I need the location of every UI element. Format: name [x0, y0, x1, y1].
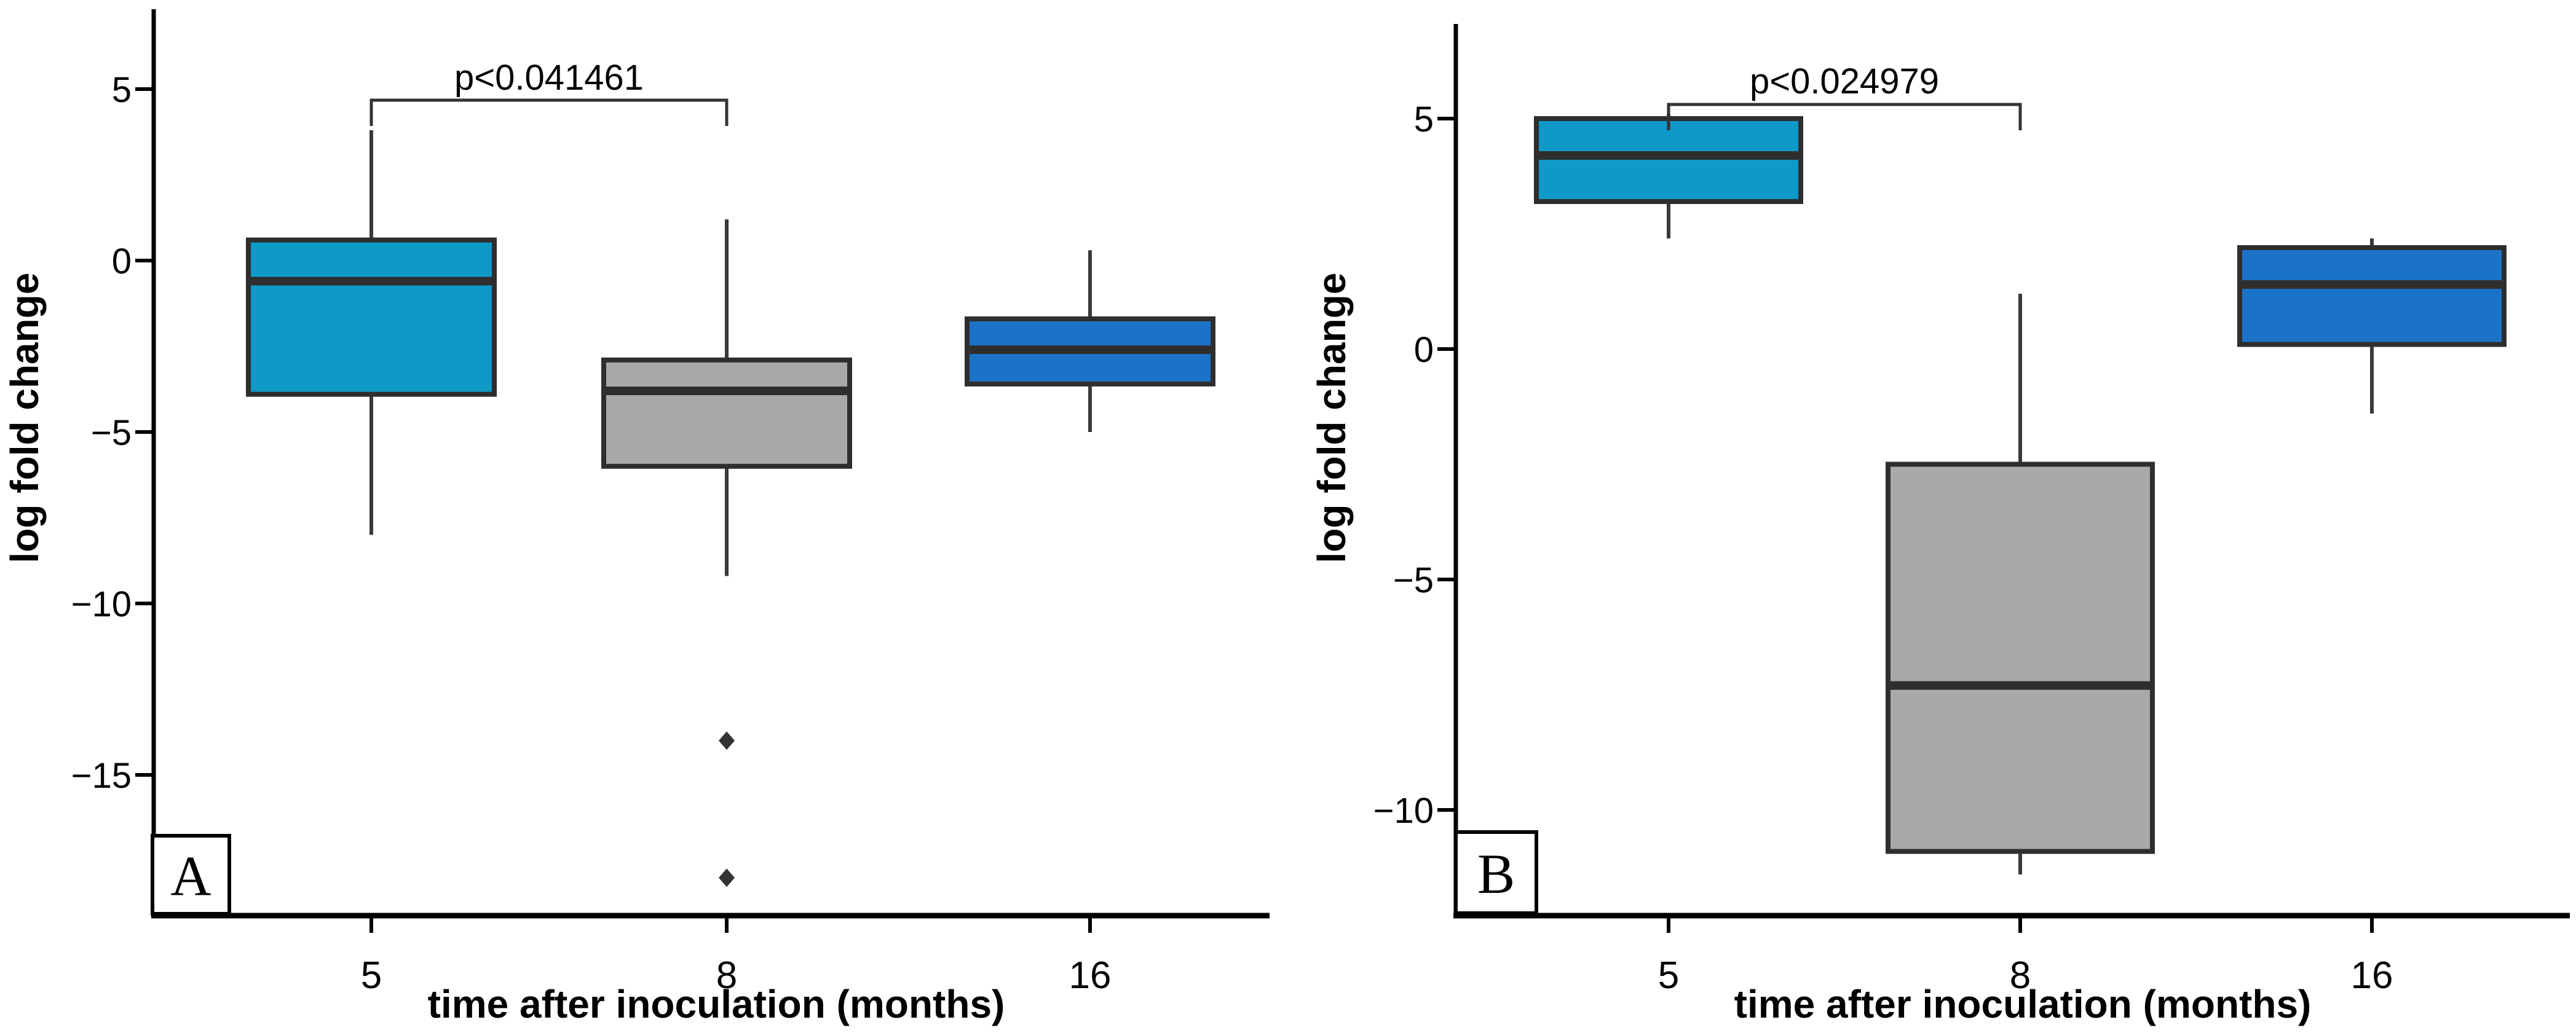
y-tick-label: −10 — [71, 584, 132, 624]
x-tick-label: 5 — [1658, 954, 1679, 997]
panel-letter: B — [1477, 843, 1515, 905]
x-tick-label: 8 — [2010, 954, 2031, 997]
iqr-box — [1534, 116, 1803, 204]
y-tick-label: 5 — [1414, 100, 1434, 139]
significance-bracket — [369, 98, 729, 126]
y-tick-label: −10 — [1373, 791, 1434, 831]
boxplot-group-5-months — [246, 130, 497, 535]
y-tick-label: −5 — [1393, 560, 1434, 600]
x-tick-label: 8 — [716, 954, 737, 997]
y-axis-title: log fold change — [1310, 273, 1354, 564]
panel-label-box — [151, 834, 231, 916]
x-tick-label: 16 — [1069, 954, 1112, 997]
y-tick-label: 5 — [112, 70, 132, 110]
y-tick-label: 0 — [112, 242, 132, 281]
x-tick-label: 5 — [361, 954, 382, 997]
x-tick-label: 16 — [2351, 954, 2393, 997]
iqr-box — [2237, 245, 2507, 347]
significance-bracket — [1667, 103, 2022, 130]
boxplot-group-8-months — [601, 219, 852, 887]
boxplot-group-16-months — [965, 250, 1215, 432]
panel-letter: A — [170, 845, 211, 908]
iqr-box — [1886, 462, 2155, 854]
y-tick-label: −15 — [71, 756, 132, 796]
iqr-box — [246, 237, 497, 397]
panel-label-box — [1454, 830, 1538, 915]
p-value-label: p<0.024979 — [1750, 61, 1939, 101]
outlier-diamond — [719, 868, 735, 887]
boxplot-group-16-months — [2237, 238, 2507, 414]
panel-b: 5 0 −5 −10 5 8 16 time after inoculation (month… — [1310, 24, 2570, 1026]
iqr-box — [601, 357, 852, 469]
boxplot-group-5-months — [1534, 114, 1803, 238]
outlier-diamond — [719, 731, 735, 750]
x-axis-title: time after inoculation (months) — [1734, 982, 2312, 1026]
y-tick-label: −5 — [91, 413, 132, 453]
p-value-label: p<0.041461 — [454, 58, 644, 98]
y-axis-title: log fold change — [2, 273, 47, 564]
x-axis-title: time after inoculation (months) — [428, 982, 1005, 1026]
panel-a: 5 0 −5 −10 −15 5 8 16 time after inoculation (mo… — [2, 9, 1270, 1026]
y-tick-label: 0 — [1414, 330, 1434, 370]
boxplot-group-8-months — [1886, 294, 2155, 874]
